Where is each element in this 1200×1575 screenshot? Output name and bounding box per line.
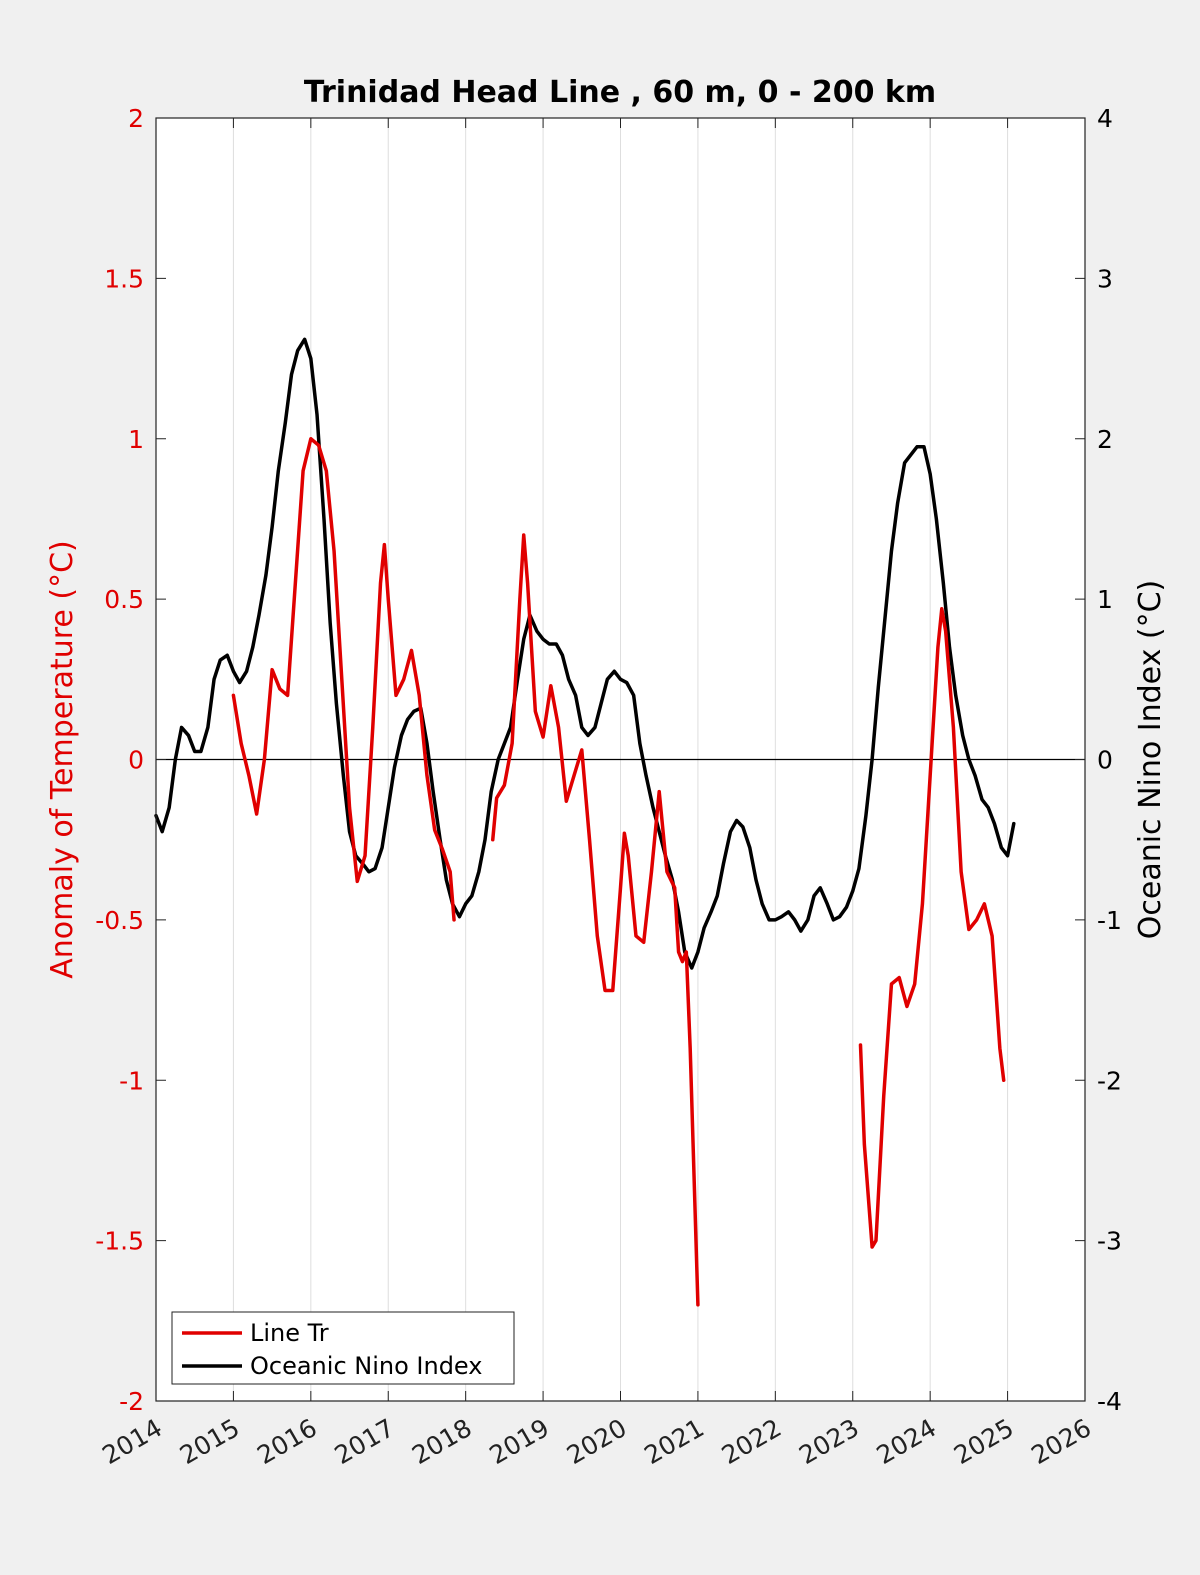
y-tick-label-right: 1: [1097, 585, 1113, 614]
y-tick-label-right: 2: [1097, 425, 1113, 454]
legend-label-oni: Oceanic Nino Index: [250, 1352, 482, 1380]
y-tick-label-right: 3: [1097, 264, 1113, 293]
y-axis-label-right: Oceanic Nino Index (°C): [1133, 580, 1168, 940]
y-tick-label-right: -4: [1097, 1387, 1122, 1416]
y-tick-label-right: -3: [1097, 1227, 1122, 1256]
legend-box: [171, 1311, 515, 1385]
y-tick-label-left: 0.5: [104, 585, 144, 614]
x-tick-label: 2020: [562, 1413, 632, 1470]
x-tick-label: 2014: [97, 1413, 167, 1470]
x-tick-label: 2015: [175, 1413, 245, 1470]
y-tick-label-left: -1: [119, 1066, 144, 1095]
series-line-tr-segment-2: [858, 607, 1006, 1249]
y-tick-label-left: -1.5: [95, 1227, 144, 1256]
x-tick-label: 2019: [484, 1413, 554, 1470]
y-tick-label-left: -2: [119, 1387, 144, 1416]
x-tick-label: 2025: [949, 1413, 1019, 1470]
y-tick-label-left: -0.5: [95, 906, 144, 935]
y-tick-label-right: -2: [1097, 1066, 1122, 1095]
y-tick-label-right: -1: [1097, 906, 1122, 935]
series-oni-segment-0: [154, 337, 1016, 970]
y-tick-label-left: 1.5: [104, 264, 144, 293]
y-tick-label-left: 1: [128, 425, 144, 454]
series-line-tr-segment-1: [491, 533, 700, 1307]
x-tick-label: 2021: [639, 1413, 709, 1470]
y-tick-label-left: 0: [128, 746, 144, 775]
y-tick-label-right: 4: [1097, 104, 1113, 133]
y-tick-label-right: 0: [1097, 746, 1113, 775]
series-layer: [154, 337, 1016, 1307]
chart-title: Trinidad Head Line , 60 m, 0 - 200 km: [304, 75, 936, 110]
x-tick-label: 2024: [872, 1413, 942, 1470]
y-tick-label-left: 2: [128, 104, 144, 133]
series-line-tr-segment-0: [231, 437, 456, 922]
x-tick-label: 2017: [330, 1413, 400, 1470]
x-tick-label: 2022: [717, 1413, 787, 1470]
legend: Line Tr Oceanic Nino Index: [171, 1311, 515, 1385]
x-tick-label: 2018: [407, 1413, 477, 1470]
x-tick-label: 2023: [794, 1413, 864, 1470]
x-tick-label: 2026: [1026, 1413, 1096, 1470]
legend-label-line-tr: Line Tr: [250, 1319, 329, 1347]
x-tick-label: 2016: [252, 1413, 322, 1470]
y-axis-label-left: Anomaly of Temperature (°C): [45, 540, 80, 979]
